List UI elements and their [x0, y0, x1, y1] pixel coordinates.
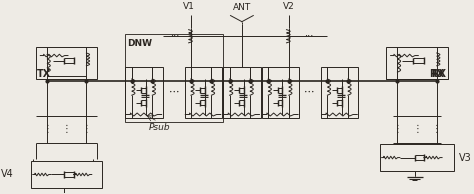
Text: ⋮: ⋮ — [412, 124, 422, 134]
Text: ⋮: ⋮ — [42, 124, 52, 134]
Text: ⋮: ⋮ — [392, 124, 402, 134]
Text: TX: TX — [37, 68, 51, 79]
Bar — [386, 47, 448, 79]
Bar — [380, 144, 454, 171]
Text: Psub: Psub — [149, 123, 170, 133]
Text: V4: V4 — [0, 170, 13, 179]
Text: V2: V2 — [283, 2, 295, 11]
Bar — [36, 47, 98, 79]
Text: ···: ··· — [304, 88, 314, 98]
Bar — [262, 67, 299, 118]
Text: V1: V1 — [182, 2, 194, 11]
Text: RX: RX — [429, 68, 444, 79]
Bar — [31, 161, 102, 188]
Text: DNW: DNW — [127, 39, 152, 48]
Text: ⋮: ⋮ — [62, 124, 72, 134]
Bar — [125, 34, 223, 122]
Text: RX: RX — [432, 68, 447, 79]
Text: V3: V3 — [458, 152, 471, 163]
Text: ANT: ANT — [233, 3, 251, 12]
Bar — [321, 67, 358, 118]
Text: ···: ··· — [304, 32, 314, 41]
Text: ⋮: ⋮ — [432, 124, 442, 134]
Text: ···: ··· — [169, 88, 180, 98]
Bar — [126, 67, 163, 118]
Bar — [184, 67, 222, 118]
Text: ···: ··· — [170, 32, 179, 41]
Text: ⋮: ⋮ — [82, 124, 91, 134]
Bar — [223, 67, 261, 118]
